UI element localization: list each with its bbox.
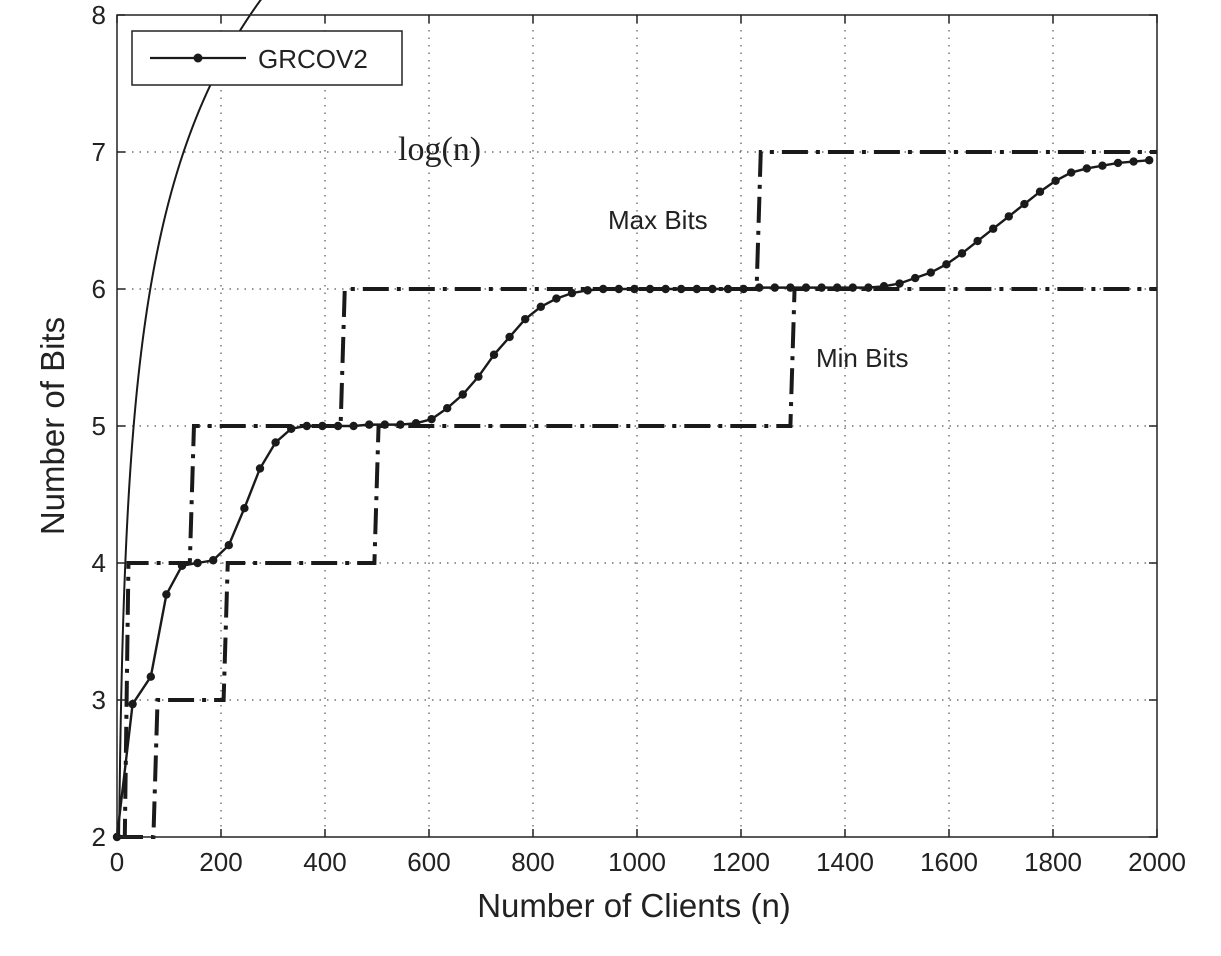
x-tick-label: 2000 <box>1128 847 1186 877</box>
series-point-grcov2 <box>1098 161 1107 170</box>
series-point-grcov2 <box>240 504 249 513</box>
y-tick-label: 5 <box>92 411 106 441</box>
series-point-grcov2 <box>255 464 265 473</box>
series-point-grcov2 <box>1067 168 1076 177</box>
series-point-grcov2 <box>128 699 137 709</box>
y-tick-label: 6 <box>92 274 106 304</box>
x-tick-label: 1200 <box>712 847 770 877</box>
x-tick-label: 1600 <box>920 847 978 877</box>
y-tick-label: 4 <box>92 548 106 578</box>
series-point-grcov2 <box>552 294 561 303</box>
series-point-grcov2 <box>942 260 951 269</box>
series-point-grcov2 <box>302 421 311 431</box>
series-point-grcov2 <box>193 558 202 568</box>
x-tick-label: 0 <box>110 847 124 877</box>
series-point-grcov2 <box>1129 157 1138 166</box>
series-point-grcov2 <box>708 284 717 294</box>
series-point-grcov2 <box>1051 176 1060 185</box>
series-point-grcov2 <box>146 672 155 681</box>
annotation-max-bits: Max Bits <box>608 205 708 235</box>
series-point-grcov2 <box>162 590 171 599</box>
series-point-grcov2 <box>536 302 545 312</box>
y-tick-label: 8 <box>92 0 106 30</box>
series-point-grcov2 <box>1035 187 1045 196</box>
series-point-grcov2 <box>770 283 779 292</box>
series-point-grcov2 <box>973 236 982 246</box>
series-point-grcov2 <box>474 372 483 381</box>
series-point-grcov2 <box>989 224 998 233</box>
legend-label-grcov2: GRCOV2 <box>258 44 368 74</box>
series-point-grcov2 <box>1145 156 1154 165</box>
series-point-grcov2 <box>209 556 218 565</box>
series-point-grcov2 <box>271 438 280 447</box>
legend-marker-grcov2 <box>193 53 203 63</box>
annotation-min-bits: Min Bits <box>816 343 908 373</box>
series-point-grcov2 <box>521 314 530 324</box>
y-tick-label: 3 <box>92 685 106 715</box>
series-point-grcov2 <box>677 284 686 294</box>
series-point-grcov2 <box>583 286 592 295</box>
x-tick-label: 400 <box>303 847 346 877</box>
x-axis-label: Number of Clients (n) <box>477 887 791 924</box>
series-line-max-bits <box>117 150 1157 839</box>
series-point-grcov2 <box>957 249 967 258</box>
annotation-log-n: log(n) <box>398 131 481 168</box>
series-point-grcov2 <box>786 283 795 292</box>
series-point-grcov2 <box>911 273 920 283</box>
series-point-grcov2 <box>427 414 436 424</box>
series-layer <box>112 0 1157 842</box>
series-point-grcov2 <box>630 284 639 294</box>
series-point-grcov2 <box>567 288 577 298</box>
x-tick-label: 800 <box>511 847 554 877</box>
series-point-grcov2 <box>458 390 467 399</box>
series-point-grcov2 <box>1020 199 1029 209</box>
y-tick-label: 7 <box>92 137 106 167</box>
series-point-grcov2 <box>224 540 233 550</box>
series-point-grcov2 <box>505 332 514 342</box>
series-point-grcov2 <box>661 284 670 294</box>
series-point-grcov2 <box>1082 164 1092 173</box>
series-point-grcov2 <box>817 283 826 292</box>
ticks: 0 200 400 600 800 1000 1200 1400 1600 1800 2000 2 3 4… <box>92 0 1186 877</box>
series-point-grcov2 <box>864 283 873 292</box>
x-tick-label: 1800 <box>1024 847 1082 877</box>
series-point-grcov2 <box>443 403 452 413</box>
y-tick-label: 2 <box>92 822 106 852</box>
series-line-min-bits <box>117 287 1157 839</box>
series-point-grcov2 <box>895 279 904 288</box>
series-point-grcov2 <box>365 420 374 429</box>
legend: GRCOV2 <box>131 30 403 86</box>
series-point-grcov2 <box>349 421 358 431</box>
series-point-grcov2 <box>333 421 343 431</box>
x-tick-label: 1400 <box>816 847 874 877</box>
series-point-grcov2 <box>723 284 733 294</box>
series-point-grcov2 <box>489 350 499 359</box>
x-tick-label: 200 <box>199 847 242 877</box>
x-tick-label: 600 <box>407 847 450 877</box>
series-point-grcov2 <box>926 268 935 277</box>
y-axis-label: Number of Bits <box>34 317 71 535</box>
series-point-grcov2 <box>1113 158 1123 168</box>
series-point-grcov2 <box>1004 212 1013 221</box>
x-tick-label: 1000 <box>608 847 666 877</box>
